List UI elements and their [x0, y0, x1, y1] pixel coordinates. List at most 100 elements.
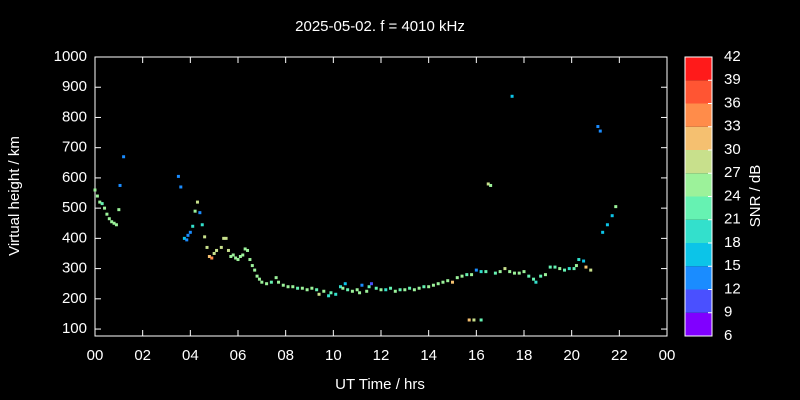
data-point	[305, 288, 309, 292]
data-point	[195, 200, 199, 204]
colorbar-tick-label: 15	[724, 257, 741, 274]
data-point	[563, 268, 567, 272]
data-point	[558, 267, 562, 271]
data-point	[489, 183, 493, 187]
data-point	[508, 270, 512, 274]
data-point	[460, 274, 464, 278]
data-point	[350, 289, 354, 293]
data-point	[365, 289, 369, 293]
data-point	[277, 280, 281, 284]
data-point	[341, 286, 345, 290]
data-point	[186, 233, 190, 237]
data-point	[243, 247, 247, 251]
colorbar-tick-label: 39	[724, 71, 741, 88]
data-point	[105, 212, 109, 216]
data-point	[393, 289, 397, 293]
colorbar-tick-label: 36	[724, 94, 741, 111]
data-point	[493, 271, 497, 275]
data-point	[250, 264, 254, 268]
x-tick-label: 08	[277, 347, 294, 364]
data-point	[327, 294, 331, 298]
data-point	[103, 206, 107, 210]
data-point	[188, 230, 192, 234]
data-point	[236, 258, 240, 262]
data-point	[93, 188, 97, 192]
data-point	[398, 288, 402, 292]
data-point	[255, 274, 259, 278]
data-point	[510, 94, 514, 98]
colorbar-tick-label: 27	[724, 164, 741, 181]
data-point	[212, 251, 216, 255]
chart-title: 2025-05-02. f = 4010 kHz	[295, 18, 465, 35]
data-point	[412, 288, 416, 292]
data-point	[238, 255, 242, 259]
data-point	[95, 194, 99, 198]
colorbar-tick-label: 42	[724, 48, 741, 65]
data-point	[451, 280, 454, 284]
y-tick-label: 500	[62, 199, 87, 216]
data-point	[210, 256, 214, 260]
x-tick-label: 20	[563, 347, 580, 364]
data-point	[446, 279, 450, 283]
data-point	[403, 288, 407, 292]
data-point	[601, 230, 605, 234]
data-point	[367, 285, 371, 289]
colorbar-band	[685, 219, 712, 243]
colorbar-label: SNR / dB	[747, 165, 764, 228]
colorbar-band	[685, 196, 712, 220]
data-point	[338, 285, 342, 289]
data-point	[389, 286, 393, 290]
colorbar-band	[685, 80, 712, 104]
data-point	[472, 318, 476, 322]
x-tick-label: 02	[134, 347, 151, 364]
colorbar-band	[685, 150, 712, 174]
data-point	[185, 238, 189, 242]
data-point	[470, 273, 474, 277]
data-point	[334, 292, 338, 296]
data-point	[610, 214, 614, 218]
data-point	[467, 318, 471, 322]
data-point	[179, 185, 183, 189]
data-point	[543, 273, 547, 277]
data-point	[234, 256, 238, 260]
colorbar-tick-label: 24	[724, 187, 741, 204]
x-axis-label: UT Time / hrs	[335, 376, 425, 393]
colorbar-tick-label: 18	[724, 234, 741, 251]
colorbar-tick-label: 6	[724, 327, 732, 344]
colorbar-band	[685, 126, 712, 150]
colorbar-band	[685, 266, 712, 290]
data-point	[598, 129, 602, 133]
data-point	[317, 292, 321, 296]
data-point	[455, 276, 459, 280]
data-point	[408, 286, 412, 290]
data-point	[343, 282, 347, 286]
data-point	[553, 265, 557, 269]
data-point	[248, 258, 252, 262]
data-point	[346, 288, 350, 292]
data-point	[107, 217, 111, 221]
y-tick-label: 1000	[54, 48, 87, 65]
data-point	[427, 285, 431, 289]
data-point	[229, 255, 233, 259]
data-point	[241, 253, 245, 257]
x-tick-label: 06	[230, 347, 247, 364]
y-tick-label: 300	[62, 260, 87, 277]
x-tick-label: 04	[182, 347, 199, 364]
colorbar-tick-label: 30	[724, 141, 741, 158]
data-point	[465, 273, 469, 277]
data-point	[205, 245, 209, 249]
colorbar-tick-label: 12	[724, 280, 741, 297]
data-point	[479, 270, 483, 274]
data-point	[257, 277, 261, 281]
data-point	[539, 274, 543, 278]
data-point	[114, 223, 118, 227]
x-tick-label: 22	[611, 347, 628, 364]
data-point	[219, 245, 223, 249]
data-point	[100, 202, 104, 206]
data-point	[431, 283, 435, 287]
colorbar-band	[685, 312, 712, 336]
data-point	[360, 283, 364, 287]
colorbar-band	[685, 57, 712, 81]
data-point	[198, 211, 202, 215]
